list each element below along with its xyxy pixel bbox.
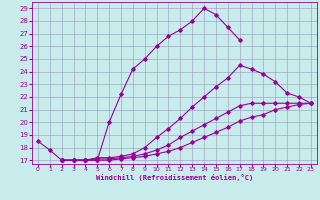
X-axis label: Windchill (Refroidissement éolien,°C): Windchill (Refroidissement éolien,°C) (96, 174, 253, 181)
